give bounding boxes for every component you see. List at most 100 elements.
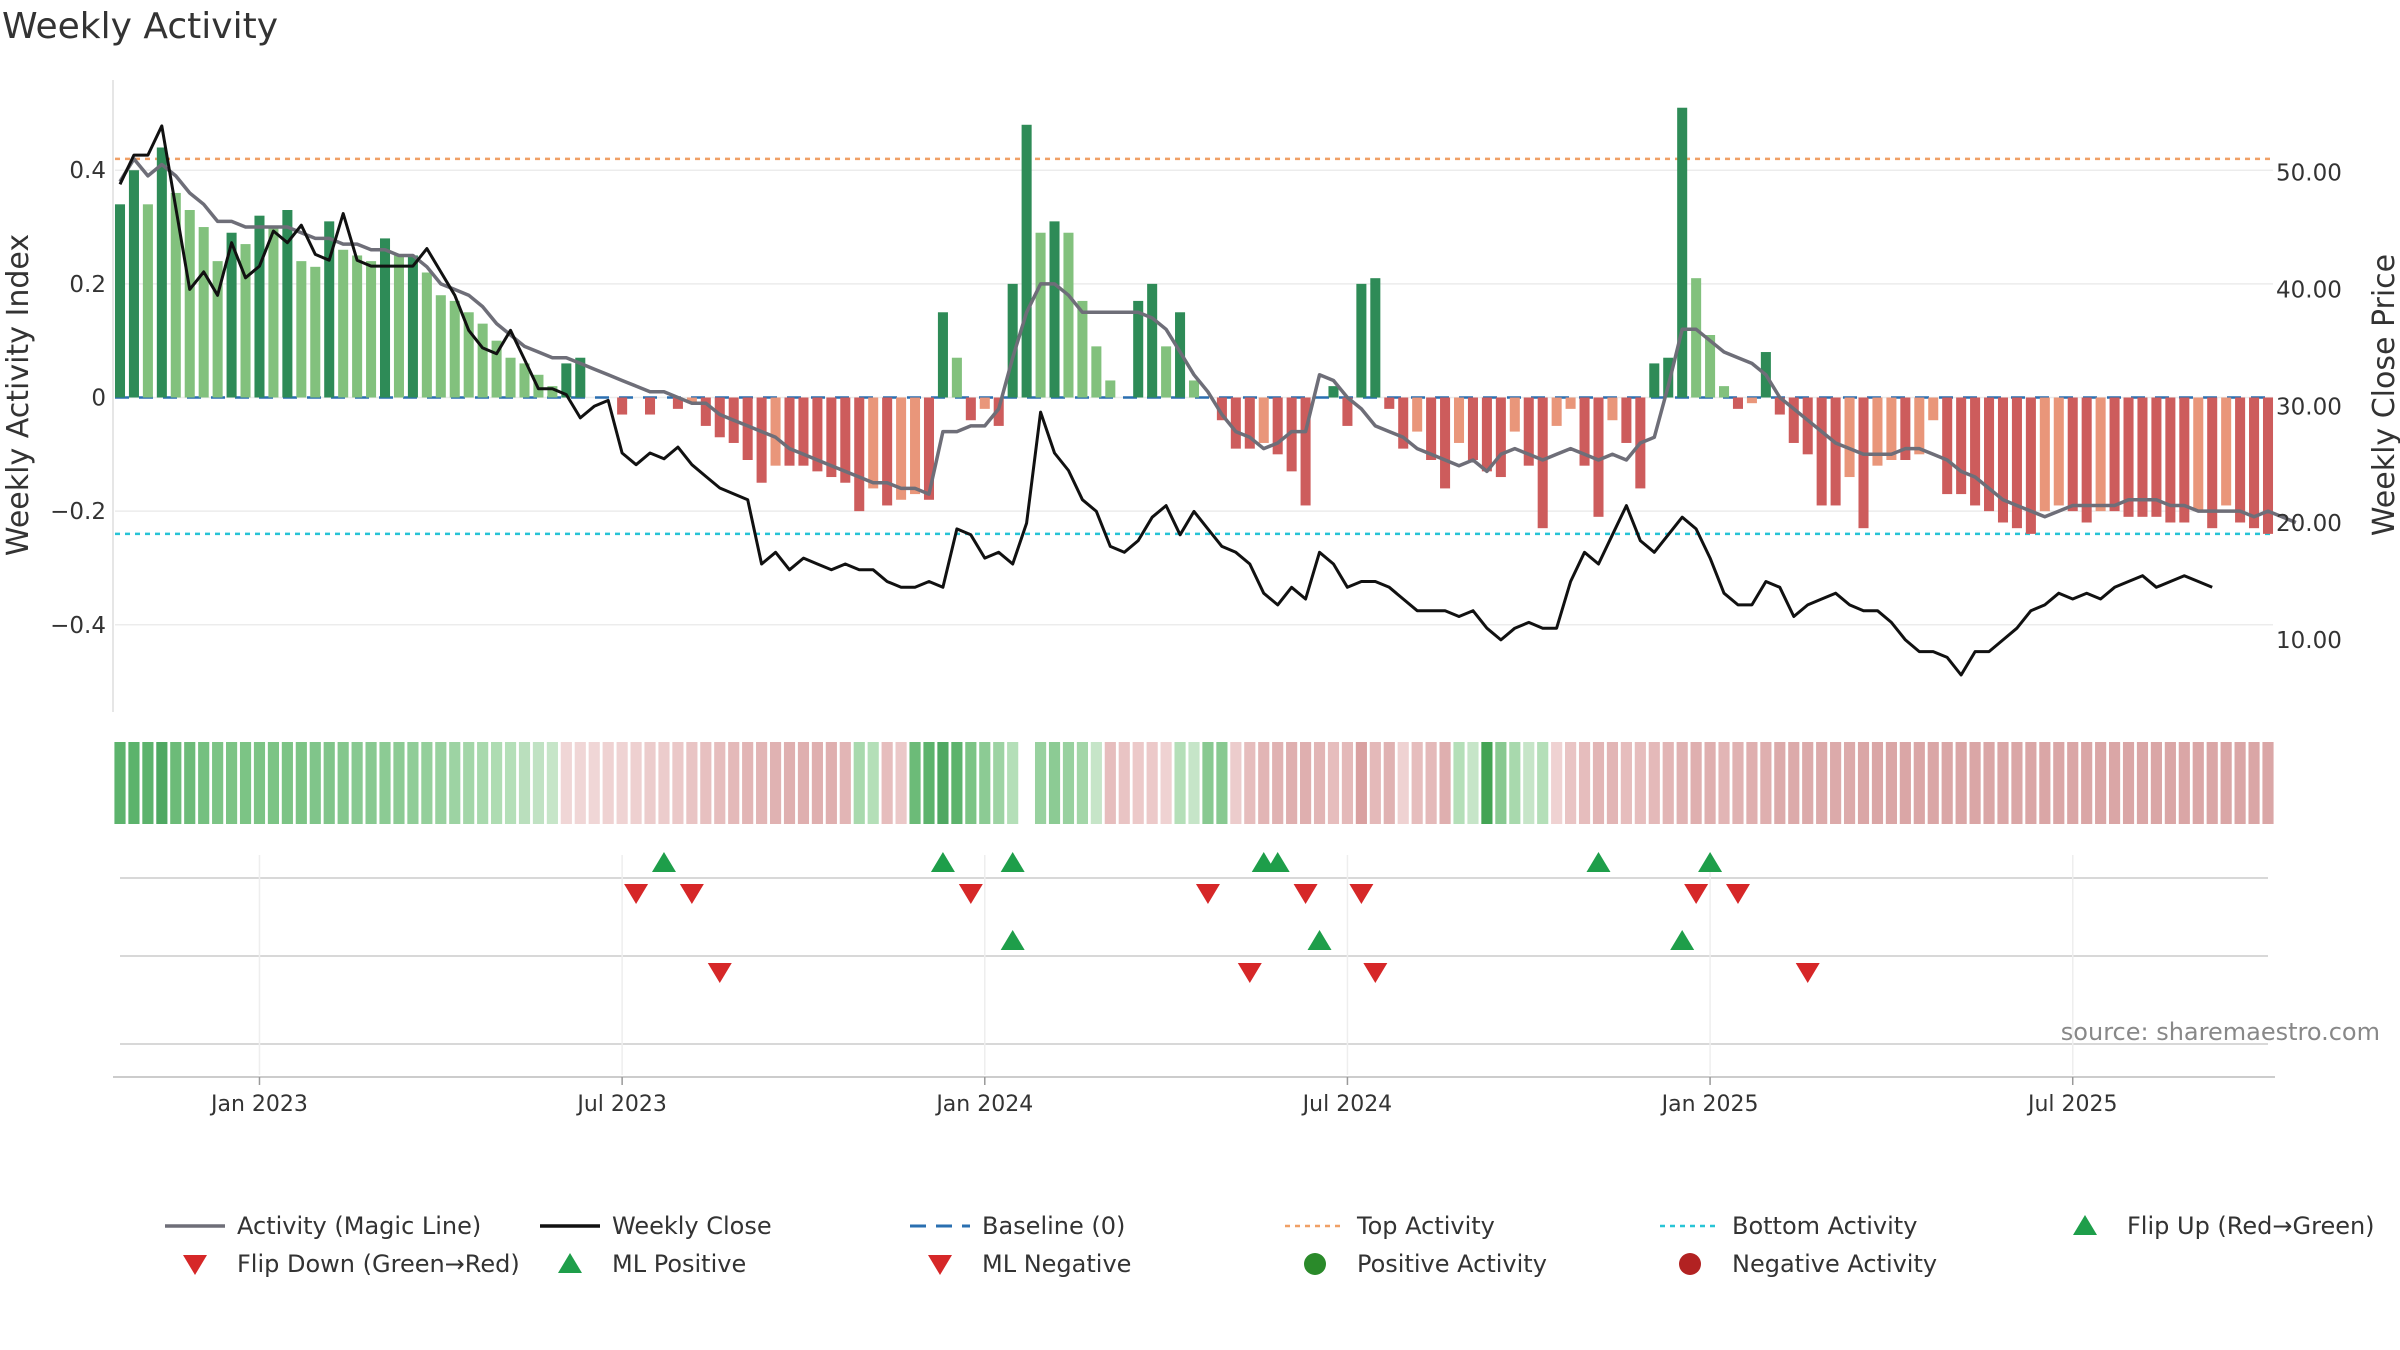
strip-cell [1969, 742, 1981, 824]
flip-down-marker [1349, 884, 1374, 904]
strip-cell [686, 742, 698, 824]
strip-cell [2192, 742, 2204, 824]
strip-cell [756, 742, 768, 824]
legend-label: Top Activity [1356, 1212, 1495, 1240]
strip-cell [1662, 742, 1674, 824]
strip-cell [588, 742, 600, 824]
activity-bar [2151, 397, 2162, 517]
strip-cell [1816, 742, 1828, 824]
activity-bar [923, 397, 935, 500]
activity-bar [1021, 124, 1032, 398]
strip-cell [1104, 742, 1116, 824]
x-tick-label: Jan 2025 [1660, 1092, 1759, 1117]
strip-cell [1090, 742, 1102, 824]
ml-negative-marker [1237, 963, 1262, 983]
strip-cell [1941, 742, 1953, 824]
strip-cell [1704, 742, 1716, 824]
y2-axis-label: Weekly Close Price [2367, 254, 2400, 536]
strip-cell [1885, 742, 1897, 824]
strip-cell [2248, 742, 2260, 824]
ml-negative-marker [1795, 963, 1820, 983]
activity-bar [1830, 397, 1841, 506]
flip-up-marker [651, 852, 676, 872]
strip-cell [1481, 742, 1493, 824]
legend-item: Positive Activity [1304, 1250, 1547, 1278]
legend-label: ML Negative [982, 1250, 1131, 1278]
strip-cell [1286, 742, 1298, 824]
activity-bar [1481, 397, 1492, 472]
legend-item: Activity (Magic Line) [165, 1212, 481, 1240]
flip-up-marker [1586, 852, 1611, 872]
flip-up-marker [930, 852, 955, 872]
strip-cell [881, 742, 893, 824]
strip-cell [198, 742, 210, 824]
activity-bar [1719, 386, 1730, 398]
activity-bar [965, 397, 976, 421]
activity-bar [770, 397, 781, 466]
strip-cell [2122, 742, 2135, 824]
ml-negative-marker [1363, 963, 1388, 983]
strip-cell [1467, 742, 1479, 824]
activity-bar [1384, 397, 1395, 409]
activity-bar [226, 232, 237, 398]
activity-bar [617, 397, 628, 415]
strip-cell [2234, 742, 2246, 824]
legend-item: Flip Down (Green→Red) [183, 1250, 520, 1278]
activity-bar [2249, 397, 2260, 529]
strip-cell [1411, 742, 1423, 824]
strip-cell [532, 742, 545, 824]
strip-cell [491, 742, 503, 824]
strip-cell [504, 742, 517, 824]
activity-bar [1495, 397, 1506, 478]
strip-cell [351, 742, 363, 824]
legend-label: Flip Down (Green→Red) [237, 1250, 520, 1278]
x-axis: Jan 2023 Jul 2023 Jan 2024 Jul 2024 Jan 2025… [113, 1076, 2275, 1117]
weekly-close-line [118, 124, 2213, 677]
strip-cell [1718, 742, 1730, 824]
strip-cell [1788, 742, 1800, 824]
strip-cell [1062, 742, 1075, 824]
y-tick-label: 0.2 [69, 272, 106, 298]
activity-bar [1286, 397, 1297, 472]
activity-bar [700, 397, 711, 426]
strip-cell [1606, 742, 1619, 824]
strip-cell [937, 742, 949, 824]
activity-bar [1649, 363, 1660, 398]
strip-cell [1676, 742, 1688, 824]
ml-positive-marker [1307, 930, 1332, 950]
y-tick-label: 0.4 [69, 158, 106, 184]
x-tick-label: Jan 2023 [209, 1092, 308, 1117]
strip-cell [1383, 742, 1395, 824]
activity-bar [854, 397, 865, 512]
activity-bar [826, 397, 837, 478]
activity-bar [1551, 397, 1562, 426]
strip-cell [769, 742, 782, 824]
strip-cell [295, 742, 307, 824]
activity-bar [1928, 397, 1939, 421]
activity-bar [338, 249, 349, 398]
activity-bar [1440, 397, 1451, 489]
activity-bar [2123, 397, 2134, 517]
legend-label: ML Positive [612, 1250, 746, 1278]
activity-bar [1063, 232, 1074, 398]
activity-bar [1732, 397, 1743, 409]
legend-item: Flip Up (Red→Green) [2073, 1212, 2375, 1240]
legend-item: Negative Activity [1679, 1250, 1937, 1278]
flip-down-marker [1684, 884, 1709, 904]
activity-bar [435, 295, 446, 398]
activity-bar [1328, 386, 1339, 398]
activity-bar [1467, 397, 1478, 460]
activity-bar [1844, 397, 1855, 478]
activity-bar [1956, 397, 1967, 495]
strip-cell [783, 742, 796, 824]
activity-bar [491, 340, 502, 398]
strip-cell [2011, 742, 2023, 824]
strip-cell [546, 742, 558, 824]
strip-cell [1425, 742, 1437, 824]
strip-cell [951, 742, 963, 824]
activity-bar [645, 397, 656, 415]
activity-bar [1509, 397, 1520, 432]
ml-positive-marker [1000, 930, 1025, 950]
legend-item: Bottom Activity [1660, 1212, 1917, 1240]
